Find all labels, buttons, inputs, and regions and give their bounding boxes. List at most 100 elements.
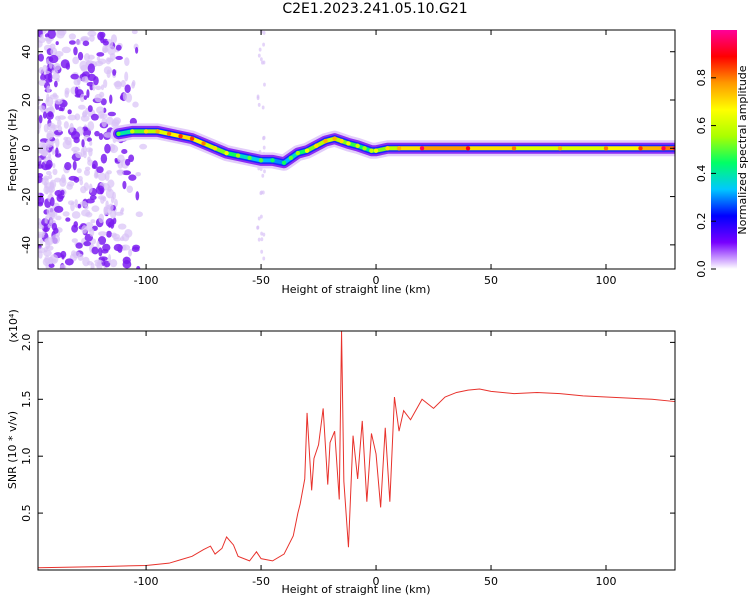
noise-blob	[38, 40, 43, 48]
noise-blob	[100, 153, 108, 164]
ridge-point	[385, 146, 390, 151]
noise-blob	[75, 151, 83, 159]
noise-blob	[128, 248, 133, 257]
noise-blob	[79, 179, 84, 186]
noise-blob	[263, 82, 266, 87]
noise-blob	[107, 179, 115, 188]
noise-blob	[98, 172, 107, 181]
ridge-point	[224, 150, 229, 156]
noise-blob	[48, 174, 53, 180]
noise-blob	[80, 35, 90, 42]
noise-blob	[72, 160, 77, 171]
noise-blob	[55, 147, 59, 156]
noise-blob	[126, 185, 134, 193]
ridge-point	[166, 131, 172, 137]
noise-blob	[78, 104, 86, 110]
noise-blob	[83, 53, 91, 62]
noise-blob	[44, 255, 50, 265]
spectrogram-x-tick-label: 50	[484, 274, 498, 287]
snr-y-tick-label: 1.0	[20, 447, 33, 465]
noise-blob	[131, 81, 135, 89]
noise-blob	[49, 197, 55, 207]
ridge-point	[155, 129, 160, 134]
snr-x-axis-label: Height of straight line (km)	[281, 583, 430, 596]
noise-blob	[47, 111, 53, 118]
noise-blob	[59, 264, 67, 269]
noise-blob	[256, 94, 260, 99]
noise-blob	[73, 46, 78, 56]
noise-blob	[51, 69, 59, 74]
noise-blob	[102, 40, 109, 46]
noise-blob	[71, 211, 81, 219]
noise-blob	[51, 222, 58, 231]
noise-blob	[65, 217, 71, 222]
noise-blob	[120, 80, 126, 88]
ridge-point	[178, 134, 183, 139]
noise-blob	[38, 67, 44, 74]
snr-x-tick-label: 0	[373, 575, 380, 588]
noise-blob	[38, 164, 44, 169]
noise-blob	[258, 47, 262, 52]
noise-blob	[113, 198, 118, 208]
noise-blob	[113, 243, 123, 252]
noise-blob	[105, 116, 114, 125]
noise-blob	[119, 209, 124, 215]
noise-blob	[262, 135, 266, 140]
noise-blob	[84, 205, 89, 210]
noise-blob	[124, 71, 129, 82]
noise-blob	[45, 96, 54, 107]
noise-blob	[54, 205, 64, 213]
colorbar-label: Normalized spectral amplitude	[736, 65, 749, 234]
noise-blob	[121, 244, 127, 251]
noise-blob	[117, 223, 127, 230]
noise-blob	[83, 169, 90, 176]
noise-blob	[38, 250, 43, 259]
ridge-point	[212, 146, 218, 151]
noise-blob	[64, 258, 74, 266]
noise-blob	[257, 102, 261, 107]
noise-blob	[122, 256, 131, 265]
noise-blob	[52, 163, 56, 169]
spectrogram-x-ticks: -100 -50 0 50 100	[134, 30, 617, 287]
noise-blob	[122, 180, 127, 190]
ridge-point	[362, 146, 367, 151]
noise-blob	[53, 63, 61, 71]
noise-blob	[54, 50, 64, 57]
ridge-point	[130, 129, 135, 134]
ridge-point	[314, 143, 319, 149]
noise-blob	[260, 237, 264, 242]
ridge-point	[465, 146, 471, 151]
noise-blob	[54, 80, 58, 88]
spectrogram-y-tick-label: 40	[20, 45, 33, 59]
noise-blob	[43, 249, 52, 257]
noise-blob	[54, 190, 63, 197]
noise-blob	[83, 95, 88, 101]
spectrogram-y-ticks: -40 -20 0 20 40	[20, 45, 675, 254]
ridge-point	[323, 138, 328, 144]
snr-y-ticks: 0.5 1.0 1.5 2.0	[20, 334, 675, 522]
noise-blob	[68, 175, 78, 181]
colorbar-scale	[711, 30, 737, 269]
noise-blob	[82, 40, 90, 47]
noise-blob	[86, 260, 93, 266]
noise-blob	[125, 92, 133, 103]
noise-blob	[259, 191, 263, 196]
snr-x-tick-label: -50	[252, 575, 270, 588]
ridge-point	[355, 143, 360, 149]
noise-blob	[80, 186, 87, 194]
noise-blob	[262, 232, 266, 237]
noise-blob	[52, 92, 58, 98]
noise-blob	[109, 94, 113, 104]
noise-blob	[96, 166, 104, 174]
noise-blob	[262, 60, 266, 65]
noise-blob	[43, 185, 50, 195]
noise-blob	[46, 159, 53, 169]
noise-blob	[262, 30, 266, 35]
noise-blob	[93, 76, 99, 86]
noise-blob	[262, 42, 265, 47]
noise-blob	[131, 246, 140, 252]
ridge-point	[116, 131, 121, 137]
noise-blob	[55, 138, 60, 148]
noise-blob	[139, 143, 148, 150]
noise-blob	[55, 41, 59, 46]
